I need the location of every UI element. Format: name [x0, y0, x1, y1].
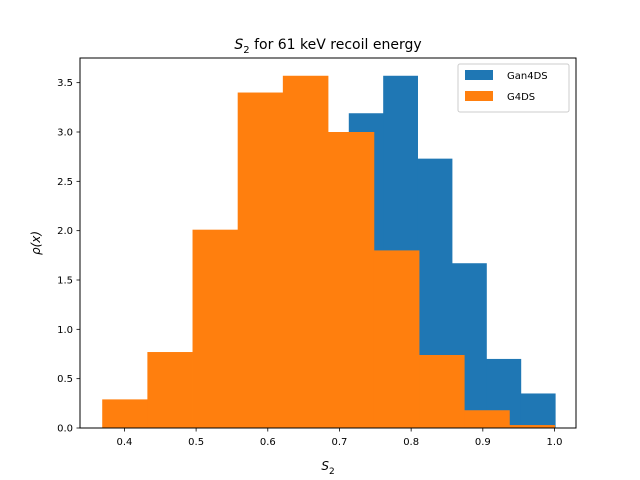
x-tick-label: 0.9: [475, 437, 491, 448]
y-tick-label: 3.0: [57, 128, 73, 139]
legend-swatch-g4ds: [465, 91, 493, 101]
legend-swatch-gan4ds: [465, 70, 493, 80]
y-tick-label: 0.5: [57, 374, 73, 385]
legend: Gan4DS G4DS: [457, 63, 570, 113]
legend-label-gan4ds: Gan4DS: [507, 71, 548, 82]
y-tick-label: 1.5: [57, 276, 73, 287]
bar-g4ds-4: [282, 75, 329, 428]
bar-g4ds-8: [464, 410, 510, 428]
bars-group: [102, 75, 556, 428]
y-axis-label: ρ(x): [29, 231, 43, 255]
y-tick-label: 0.0: [57, 424, 73, 435]
chart-title: S2 for 61 keV recoil energy: [234, 37, 421, 56]
x-tick-label: 1.0: [547, 437, 563, 448]
x-axis-ticks: 0.4 0.5 0.6 0.7 0.8 0.9 1.0: [116, 428, 562, 448]
x-tick-label: 0.5: [188, 437, 204, 448]
bar-g4ds-6: [373, 250, 420, 428]
bar-g4ds-0: [102, 399, 148, 428]
y-axis-ticks: 0.0 0.5 1.0 1.5 2.0 2.5 3.0 3.5: [57, 78, 80, 435]
bar-g4ds-7: [419, 354, 465, 428]
y-tick-label: 3.5: [57, 78, 73, 89]
x-axis-label: S2: [321, 459, 334, 477]
y-tick-label: 2.5: [57, 177, 73, 188]
y-tick-label: 1.0: [57, 325, 73, 336]
legend-label-g4ds: G4DS: [507, 92, 535, 103]
bar-g4ds-9: [509, 425, 555, 428]
x-tick-label: 0.4: [116, 437, 132, 448]
bar-g4ds-2: [192, 229, 239, 428]
x-tick-label: 0.7: [332, 437, 348, 448]
bar-g4ds-5: [328, 132, 375, 428]
plot-frame: [79, 57, 577, 429]
x-tick-label: 0.6: [260, 437, 276, 448]
bar-g4ds-1: [147, 352, 193, 428]
bar-g4ds-3: [237, 92, 284, 428]
y-tick-label: 2.0: [57, 226, 73, 237]
x-tick-label: 0.8: [403, 437, 419, 448]
bar-gan4ds-9: [520, 393, 556, 428]
